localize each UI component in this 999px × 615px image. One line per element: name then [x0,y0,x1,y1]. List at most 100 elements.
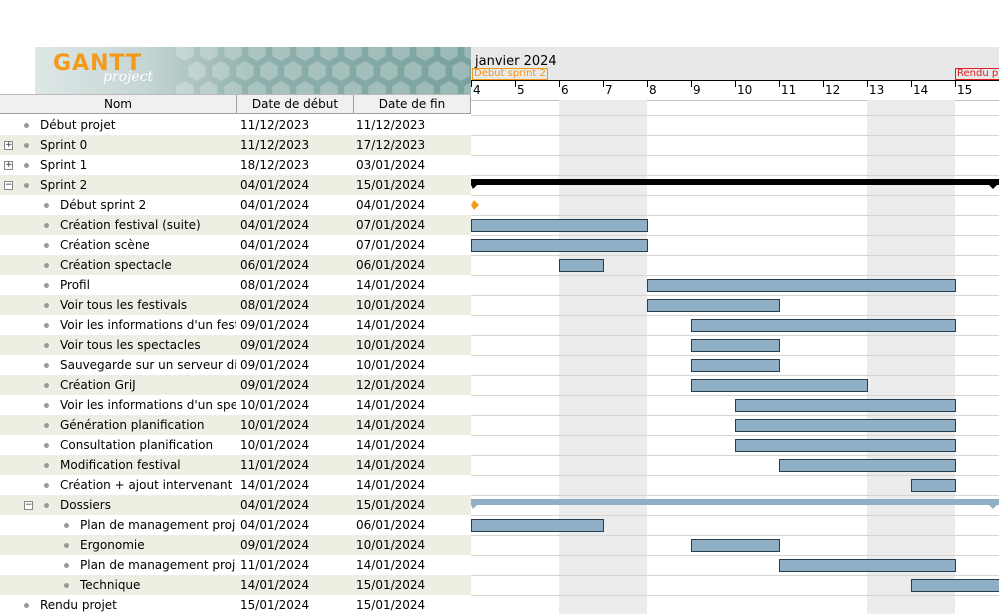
task-bullet-icon [44,223,49,228]
task-name: Sprint 2 [40,175,236,195]
task-start-date: 11/01/2024 [240,555,352,575]
task-start-date: 09/01/2024 [240,535,352,555]
logo-subtitle: project [103,69,153,85]
expand-icon[interactable]: + [4,141,13,150]
task-bullet-icon [64,563,69,568]
task-start-date: 08/01/2024 [240,295,352,315]
chart-marks [471,47,999,614]
task-bullet-icon [24,183,29,188]
task-start-date: 11/01/2024 [240,455,352,475]
task-start-date: 14/01/2024 [240,475,352,495]
task-end-date: 14/01/2024 [356,435,468,455]
column-header-end[interactable]: Date de fin [354,95,471,114]
table-row[interactable]: Voir les informations d'un festival09/01… [0,315,471,335]
task-bar [472,240,648,252]
task-start-date: 09/01/2024 [240,335,352,355]
task-bar [560,260,604,272]
task-bar [736,440,956,452]
task-end-date: 10/01/2024 [356,535,468,555]
task-start-date: 04/01/2024 [240,195,352,215]
task-bar [736,400,956,412]
task-end-date: 12/01/2024 [356,375,468,395]
task-start-date: 18/12/2023 [240,155,352,175]
expand-icon[interactable]: + [4,161,13,170]
table-row[interactable]: Sauvegarde sur un serveur dista...09/01/… [0,355,471,375]
task-bullet-icon [64,583,69,588]
task-end-date: 15/01/2024 [356,595,468,615]
collapse-icon[interactable]: − [4,181,13,190]
task-bullet-icon [24,143,29,148]
task-name: Voir tous les festivals [60,295,236,315]
task-name: Sprint 0 [40,135,236,155]
task-end-date: 03/01/2024 [356,155,468,175]
task-bullet-icon [64,543,69,548]
task-start-date: 09/01/2024 [240,355,352,375]
task-name: Génération planification [60,415,236,435]
task-start-date: 08/01/2024 [240,275,352,295]
task-bullet-icon [44,383,49,388]
task-end-date: 14/01/2024 [356,555,468,575]
task-start-date: 15/01/2024 [240,595,352,615]
task-bar [780,460,956,472]
task-name: Ergonomie [80,535,236,555]
task-end-date: 14/01/2024 [356,315,468,335]
task-end-date: 17/12/2023 [356,135,468,155]
task-end-date: 07/01/2024 [356,235,468,255]
column-header-start[interactable]: Date de début [237,95,354,114]
task-end-date: 14/01/2024 [356,415,468,435]
column-header-name[interactable]: Nom [0,95,237,114]
task-bullet-icon [44,263,49,268]
task-bullet-icon [44,323,49,328]
task-bullet-icon [44,503,49,508]
summary-bar [471,499,999,509]
task-start-date: 04/01/2024 [240,175,352,195]
task-end-date: 15/01/2024 [356,575,468,595]
task-name: Création + ajout intervenant [60,475,236,495]
table-row[interactable]: Plan de management projet...11/01/202414… [0,555,471,575]
task-name: Voir les informations d'un festival [60,315,236,335]
task-bar [692,380,868,392]
task-start-date: 10/01/2024 [240,435,352,455]
task-name: Voir tous les spectacles [60,335,236,355]
summary-bar [471,179,999,189]
task-bullet-icon [24,163,29,168]
task-end-date: 04/01/2024 [356,195,468,215]
table-row[interactable]: Voir les informations d'un spect...10/01… [0,395,471,415]
task-bar [472,520,604,532]
collapse-icon[interactable]: − [24,501,33,510]
task-bar [692,540,780,552]
task-bullet-icon [44,483,49,488]
task-name: Dossiers [60,495,236,515]
task-bullet-icon [64,523,69,528]
task-bullet-icon [44,403,49,408]
task-name: Plan de management projet... [80,555,236,575]
task-bullet-icon [44,283,49,288]
task-name: Début projet [40,115,236,135]
task-name: Technique [80,575,236,595]
task-end-date: 15/01/2024 [356,175,468,195]
task-end-date: 10/01/2024 [356,295,468,315]
task-start-date: 10/01/2024 [240,415,352,435]
